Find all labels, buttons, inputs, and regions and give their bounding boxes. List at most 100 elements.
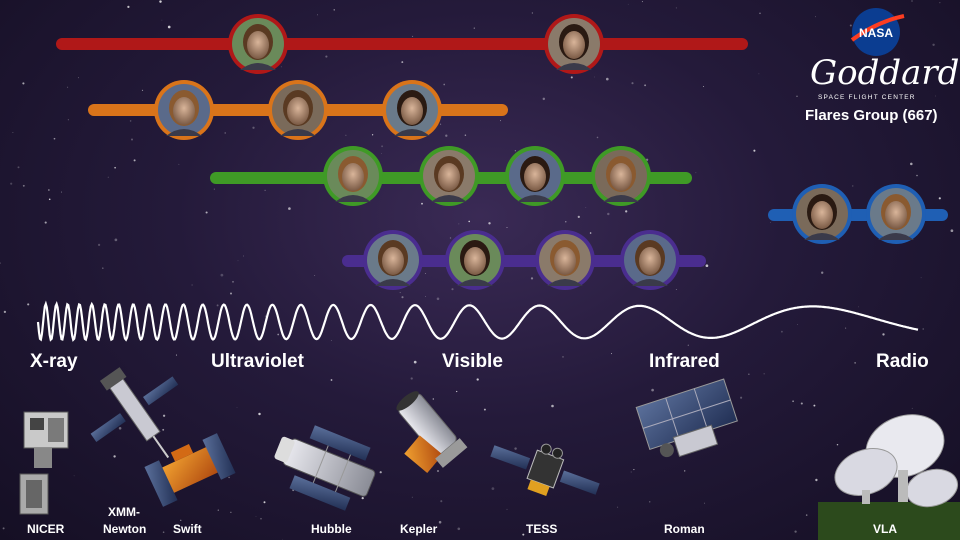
star bbox=[796, 95, 798, 97]
star bbox=[562, 356, 564, 358]
star bbox=[129, 120, 132, 122]
kepler-illustration bbox=[396, 391, 468, 474]
star bbox=[468, 220, 471, 223]
team-member-portrait bbox=[866, 184, 926, 244]
star bbox=[399, 292, 401, 294]
star bbox=[797, 324, 798, 325]
star bbox=[317, 14, 318, 16]
star bbox=[224, 132, 226, 134]
star bbox=[232, 280, 234, 283]
star bbox=[432, 398, 434, 400]
star bbox=[916, 174, 918, 177]
em-wave bbox=[36, 300, 919, 342]
star bbox=[133, 159, 136, 162]
star bbox=[449, 237, 452, 239]
telescope-label-swift: Swift bbox=[173, 522, 202, 536]
star bbox=[630, 471, 632, 473]
star bbox=[935, 95, 937, 97]
star bbox=[815, 16, 817, 18]
star bbox=[44, 221, 47, 224]
telescope-label-roman: Roman bbox=[664, 522, 705, 536]
star bbox=[781, 330, 783, 333]
star bbox=[178, 163, 180, 165]
star bbox=[457, 527, 461, 531]
star bbox=[473, 27, 475, 29]
star bbox=[114, 166, 116, 169]
star bbox=[491, 487, 495, 490]
star bbox=[763, 373, 765, 375]
star bbox=[330, 340, 332, 341]
telescope-label-hubble: Hubble bbox=[311, 522, 352, 536]
star bbox=[330, 379, 333, 381]
team-member-portrait bbox=[792, 184, 852, 244]
star bbox=[229, 292, 233, 295]
star bbox=[167, 25, 171, 29]
team-member-portrait bbox=[505, 146, 565, 206]
star bbox=[22, 184, 25, 187]
star bbox=[67, 119, 69, 121]
star bbox=[456, 353, 459, 356]
team-member-portrait bbox=[228, 14, 288, 74]
star bbox=[456, 390, 458, 393]
star bbox=[589, 232, 592, 234]
star bbox=[704, 502, 705, 504]
nasa-logo-text: NASA bbox=[859, 26, 893, 40]
team-member-portrait bbox=[323, 146, 383, 206]
star bbox=[542, 97, 546, 101]
star bbox=[530, 277, 534, 280]
telescope-label-xmm-line1: XMM- bbox=[108, 505, 140, 519]
star bbox=[255, 516, 257, 517]
star bbox=[445, 134, 448, 137]
star bbox=[617, 506, 619, 508]
star bbox=[162, 531, 165, 533]
star bbox=[911, 0, 913, 2]
star bbox=[800, 402, 803, 405]
star bbox=[213, 188, 215, 190]
telescope-label-nicer: NICER bbox=[27, 522, 65, 536]
star bbox=[118, 427, 122, 430]
star bbox=[684, 470, 686, 472]
star bbox=[821, 271, 824, 274]
star bbox=[102, 267, 104, 269]
star bbox=[264, 189, 266, 192]
star bbox=[695, 172, 697, 174]
hubble-illustration bbox=[274, 425, 376, 511]
telescope-label-tess: TESS bbox=[526, 522, 557, 536]
star bbox=[440, 123, 442, 125]
star bbox=[551, 404, 554, 408]
star bbox=[938, 197, 941, 200]
team-member-portrait bbox=[154, 80, 214, 140]
team-member-portrait bbox=[363, 230, 423, 290]
star bbox=[379, 471, 382, 474]
star bbox=[470, 302, 472, 304]
star bbox=[162, 428, 165, 431]
star bbox=[950, 229, 954, 233]
star bbox=[413, 360, 417, 364]
star bbox=[813, 404, 816, 407]
star bbox=[770, 222, 771, 223]
group-title: Flares Group (667) bbox=[805, 107, 938, 124]
star bbox=[371, 134, 374, 136]
star bbox=[854, 362, 856, 364]
star bbox=[97, 243, 101, 247]
star bbox=[425, 273, 426, 274]
star bbox=[0, 262, 1, 264]
star bbox=[325, 55, 328, 58]
star bbox=[606, 77, 609, 81]
tess-illustration bbox=[490, 443, 600, 496]
team-member-portrait bbox=[268, 80, 328, 140]
star bbox=[205, 211, 208, 214]
star bbox=[644, 84, 647, 87]
star bbox=[565, 221, 567, 223]
xmm-newton-illustration bbox=[90, 367, 179, 459]
swift-illustration bbox=[144, 433, 236, 507]
star bbox=[585, 207, 587, 208]
star bbox=[610, 353, 613, 355]
star bbox=[60, 191, 63, 193]
star bbox=[438, 520, 442, 524]
star bbox=[514, 447, 517, 450]
star bbox=[437, 470, 439, 472]
star bbox=[277, 333, 280, 336]
